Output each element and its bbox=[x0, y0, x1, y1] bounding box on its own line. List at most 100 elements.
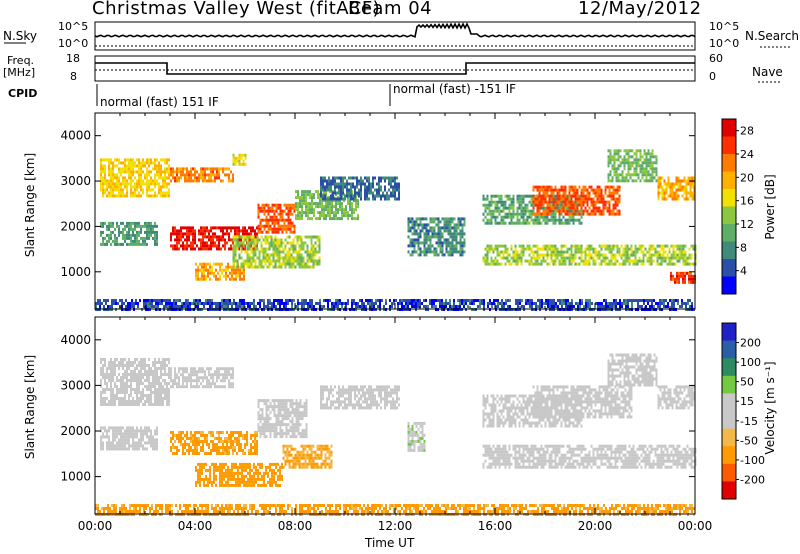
data-cell bbox=[556, 197, 559, 201]
data-cell bbox=[246, 262, 249, 266]
data-cell bbox=[151, 305, 153, 308]
data-cell bbox=[288, 250, 291, 254]
data-cell bbox=[171, 302, 173, 305]
data-cell bbox=[502, 203, 505, 207]
data-cell bbox=[159, 299, 161, 302]
data-cell bbox=[236, 159, 239, 163]
data-cell bbox=[451, 250, 454, 254]
data-cell bbox=[534, 185, 537, 189]
data-cell bbox=[309, 299, 311, 302]
data-cell bbox=[671, 194, 674, 198]
data-cell bbox=[632, 262, 635, 266]
data-cell bbox=[144, 221, 146, 225]
data-cell bbox=[318, 247, 321, 251]
data-cell bbox=[617, 167, 620, 171]
data-cell bbox=[318, 250, 321, 254]
data-cell bbox=[536, 259, 539, 263]
data-cell bbox=[380, 194, 382, 198]
nsky-tick-bottom: 10^0 bbox=[58, 37, 89, 50]
data-cell bbox=[572, 215, 575, 219]
data-cell bbox=[528, 194, 531, 198]
data-cell bbox=[622, 262, 625, 266]
data-cell bbox=[552, 188, 555, 192]
data-cell bbox=[228, 167, 230, 171]
data-cell bbox=[217, 277, 219, 281]
data-cell bbox=[431, 229, 434, 233]
data-cell bbox=[554, 209, 557, 213]
data-cell bbox=[175, 305, 177, 308]
data-cell bbox=[647, 161, 650, 165]
data-cell bbox=[136, 170, 138, 174]
data-cell bbox=[341, 211, 343, 215]
data-cell bbox=[425, 226, 428, 230]
data-cell bbox=[548, 194, 551, 198]
data-cell bbox=[108, 376, 110, 379]
data-cell bbox=[104, 379, 106, 382]
data-cell bbox=[608, 203, 611, 207]
data-cell bbox=[285, 230, 288, 234]
data-cell bbox=[248, 235, 251, 239]
data-cell bbox=[112, 191, 114, 195]
data-cell bbox=[670, 244, 673, 248]
data-cell bbox=[564, 259, 567, 263]
data-cell bbox=[578, 244, 581, 248]
data-cell bbox=[218, 176, 220, 180]
data-cell bbox=[229, 265, 231, 269]
data-cell bbox=[149, 305, 151, 308]
data-cell bbox=[294, 247, 297, 251]
data-cell bbox=[356, 182, 358, 186]
data-cell bbox=[249, 305, 251, 308]
data-cell bbox=[170, 167, 172, 171]
data-cell bbox=[350, 185, 352, 189]
data-cell bbox=[244, 250, 247, 254]
data-cell bbox=[392, 194, 394, 198]
data-cell bbox=[122, 227, 124, 231]
data-cell bbox=[269, 302, 271, 305]
data-cell bbox=[354, 197, 356, 201]
data-cell bbox=[329, 205, 331, 209]
data-cell bbox=[604, 262, 607, 266]
data-cell bbox=[319, 196, 321, 200]
data-cell bbox=[192, 238, 194, 242]
data-cell bbox=[128, 233, 130, 237]
data-cell bbox=[560, 262, 563, 266]
data-cell bbox=[372, 176, 374, 180]
data-cell bbox=[562, 215, 565, 219]
data-cell bbox=[120, 391, 122, 394]
data-cell bbox=[621, 170, 624, 174]
data-cell bbox=[380, 188, 382, 192]
data-cell bbox=[328, 197, 330, 201]
data-cell bbox=[577, 305, 579, 308]
data-cell bbox=[445, 238, 448, 242]
data-cell bbox=[219, 274, 221, 278]
data-cell bbox=[467, 305, 469, 308]
data-cell bbox=[343, 211, 345, 215]
data-cell bbox=[160, 176, 162, 180]
data-cell bbox=[659, 191, 662, 195]
data-cell bbox=[592, 256, 595, 260]
data-cell bbox=[522, 221, 525, 225]
data-cell bbox=[250, 250, 253, 254]
data-cell bbox=[639, 164, 642, 168]
data-cell bbox=[158, 188, 160, 192]
freq-unit: [MHz] bbox=[3, 66, 36, 79]
data-cell bbox=[229, 299, 231, 302]
data-cell bbox=[100, 170, 102, 174]
data-cell bbox=[145, 299, 147, 302]
data-cell bbox=[291, 224, 294, 228]
data-cell bbox=[596, 256, 599, 260]
data-cell bbox=[554, 185, 557, 189]
data-cell bbox=[316, 235, 319, 239]
data-cell bbox=[647, 149, 650, 153]
data-cell bbox=[208, 235, 210, 239]
data-cell bbox=[598, 256, 601, 260]
data-cell bbox=[659, 299, 661, 302]
data-cell bbox=[546, 247, 549, 251]
data-cell bbox=[421, 250, 424, 254]
data-cell bbox=[635, 173, 638, 177]
data-cell bbox=[114, 364, 116, 367]
data-cell bbox=[324, 185, 326, 189]
data-cell bbox=[372, 191, 374, 195]
data-cell bbox=[261, 230, 264, 234]
